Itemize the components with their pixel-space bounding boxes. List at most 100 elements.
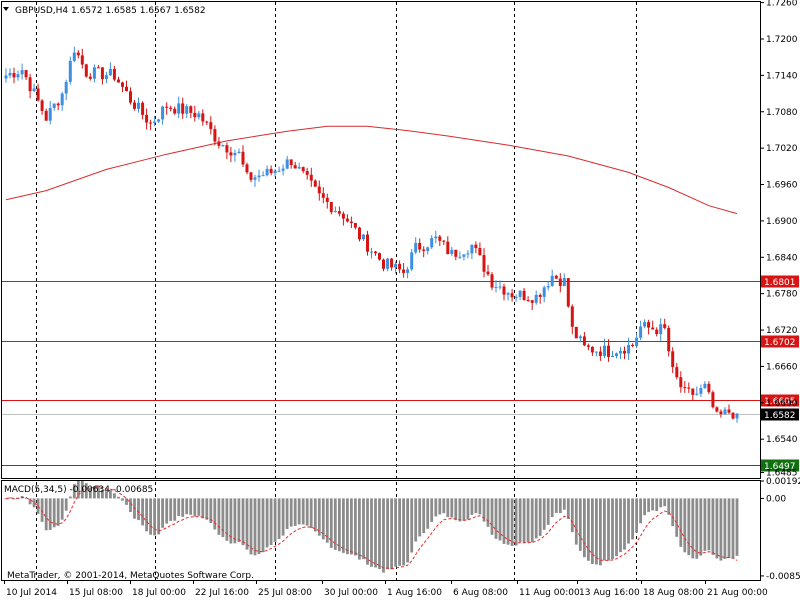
candle-body[interactable] [675, 367, 679, 378]
horizontal-lines[interactable]: 1.6801 1.6702 1.6605 1.6497 1.6582 [2, 275, 799, 473]
candle-body[interactable] [209, 122, 213, 130]
candle-body[interactable] [277, 170, 281, 172]
candle-body[interactable] [558, 278, 562, 286]
candle-body[interactable] [418, 242, 422, 250]
candle-body[interactable] [313, 180, 317, 187]
candle-body[interactable] [566, 278, 570, 307]
candle-body[interactable] [197, 113, 201, 118]
candle-body[interactable] [723, 409, 727, 415]
candle-body[interactable] [301, 167, 305, 172]
candle-body[interactable] [305, 171, 309, 175]
candle-body[interactable] [651, 327, 655, 330]
candle-body[interactable] [402, 269, 406, 273]
candle-body[interactable] [426, 247, 430, 251]
candle-body[interactable] [12, 73, 16, 78]
candle-body[interactable] [358, 227, 361, 240]
candle-body[interactable] [8, 73, 12, 76]
candle-body[interactable] [145, 114, 149, 123]
candle-body[interactable] [141, 102, 145, 115]
candle-body[interactable] [36, 88, 40, 101]
candle-body[interactable] [88, 76, 92, 79]
candle-body[interactable] [438, 236, 442, 241]
candle-body[interactable] [450, 249, 454, 254]
candle-body[interactable] [4, 75, 8, 79]
candle-body[interactable] [125, 86, 128, 92]
candle-body[interactable] [92, 67, 96, 79]
candle-body[interactable] [233, 152, 237, 156]
candle-body[interactable] [161, 106, 165, 120]
candle-body[interactable] [611, 356, 614, 357]
candle-body[interactable] [394, 263, 398, 268]
candle-body[interactable] [707, 383, 711, 393]
candle-body[interactable] [241, 151, 245, 165]
candle-body[interactable] [598, 351, 602, 356]
candle-body[interactable] [715, 407, 719, 412]
candle-body[interactable] [518, 290, 522, 297]
candle-body[interactable] [297, 167, 301, 169]
candle-body[interactable] [406, 269, 410, 273]
candle-body[interactable] [48, 108, 52, 121]
candle-body[interactable] [554, 275, 558, 279]
candle-body[interactable] [462, 254, 466, 257]
candle-body[interactable] [631, 344, 635, 346]
candle-body[interactable] [281, 168, 285, 171]
candle-body[interactable] [269, 168, 273, 174]
candle-body[interactable] [719, 411, 723, 415]
candle-body[interactable] [273, 170, 277, 174]
candle-body[interactable] [578, 336, 582, 339]
candle-body[interactable] [52, 103, 56, 108]
candle-body[interactable] [442, 240, 446, 242]
candle-body[interactable] [590, 346, 594, 353]
candle-body[interactable] [494, 286, 498, 288]
candle-body[interactable] [574, 326, 578, 339]
candle-body[interactable] [153, 121, 157, 124]
candle-body[interactable] [691, 388, 695, 395]
candle-body[interactable] [659, 324, 663, 335]
candle-body[interactable] [498, 286, 502, 288]
candle-body[interactable] [550, 275, 554, 286]
candle-body[interactable] [366, 234, 369, 252]
candle-body[interactable] [169, 107, 173, 109]
candle-body[interactable] [249, 172, 253, 180]
candle-body[interactable] [60, 93, 64, 106]
candle-body[interactable] [337, 211, 341, 214]
candle-body[interactable] [177, 103, 181, 114]
candle-body[interactable] [205, 121, 209, 123]
candle-body[interactable] [522, 290, 526, 300]
candle-body[interactable] [582, 336, 586, 346]
candle-body[interactable] [699, 388, 703, 394]
candle-body[interactable] [603, 345, 606, 356]
candle-body[interactable] [482, 255, 486, 272]
candle-body[interactable] [104, 75, 108, 80]
candle-body[interactable] [687, 387, 691, 389]
candle-body[interactable] [667, 327, 671, 352]
candle-body[interactable] [341, 213, 345, 219]
candle-body[interactable] [28, 77, 32, 92]
candle-body[interactable] [293, 165, 297, 169]
candle-body[interactable] [165, 106, 169, 108]
candle-body[interactable] [349, 221, 353, 223]
candle-body[interactable] [683, 387, 687, 389]
candle-body[interactable] [735, 413, 739, 419]
candle-body[interactable] [398, 263, 402, 270]
candle-body[interactable] [221, 145, 225, 147]
candle-body[interactable] [68, 60, 72, 82]
candle-body[interactable] [546, 286, 550, 288]
candle-body[interactable] [289, 159, 293, 166]
candle-body[interactable] [362, 234, 365, 240]
candle-body[interactable] [317, 186, 321, 194]
candle-body[interactable] [333, 211, 337, 213]
candle-body[interactable] [478, 248, 482, 256]
candle-body[interactable] [434, 236, 438, 239]
candle-body[interactable] [345, 218, 349, 222]
candle-body[interactable] [370, 251, 373, 253]
candle-body[interactable] [253, 177, 257, 180]
candle-body[interactable] [663, 324, 667, 328]
candle-body[interactable] [526, 300, 530, 301]
candle-body[interactable] [490, 274, 494, 288]
candle-body[interactable] [64, 81, 68, 94]
candle-body[interactable] [80, 55, 84, 65]
candle-body[interactable] [422, 249, 426, 251]
candle-body[interactable] [56, 103, 60, 106]
